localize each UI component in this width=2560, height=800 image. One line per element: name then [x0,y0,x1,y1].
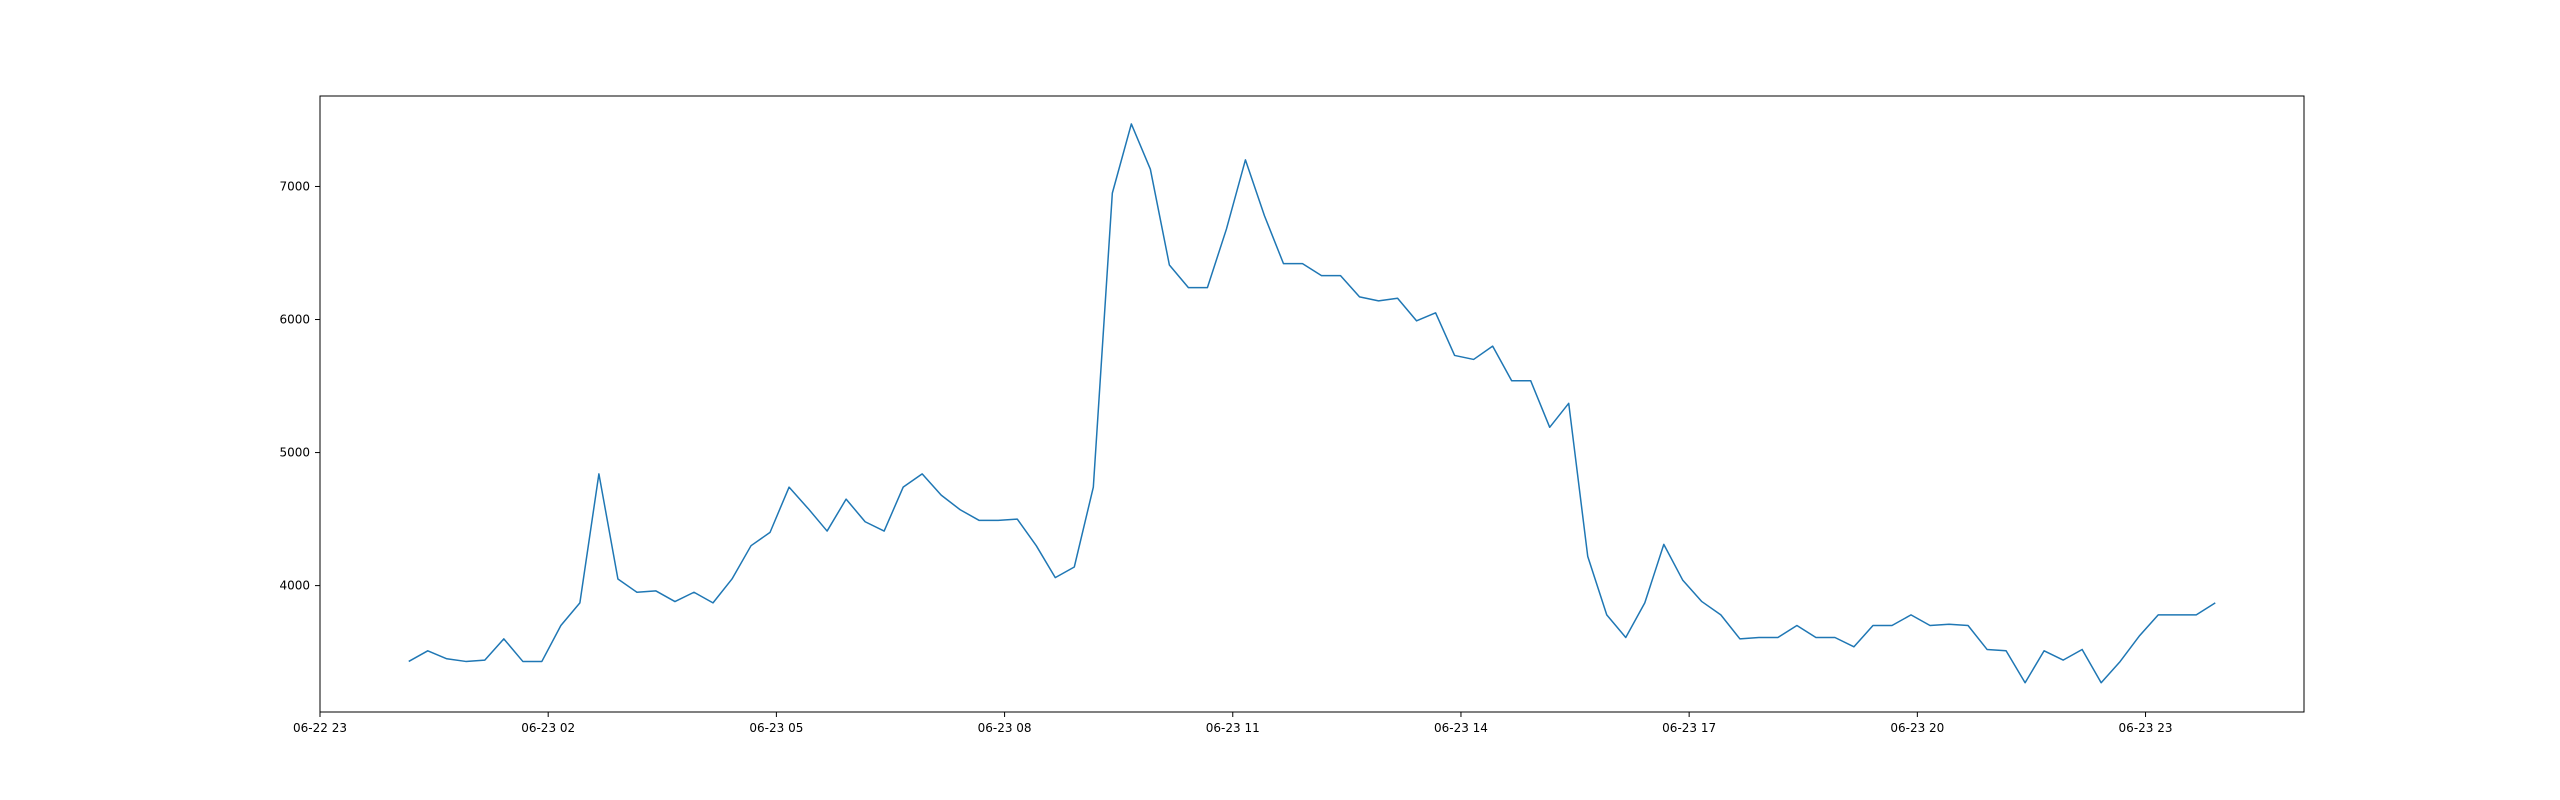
plot-area [320,96,2304,712]
x-tick-label: 06-23 05 [749,721,803,735]
x-tick-label: 06-23 08 [978,721,1032,735]
y-tick-label: 5000 [279,446,310,460]
y-tick-label: 6000 [279,313,310,327]
x-tick-label: 06-23 20 [1890,721,1944,735]
x-tick-label: 06-23 14 [1434,721,1488,735]
y-tick-label: 4000 [279,579,310,593]
data-layer [408,123,2216,684]
x-tick-label: 06-23 11 [1206,721,1260,735]
y-tick-label: 7000 [279,179,310,193]
x-axis: 06-22 23 06-23 02 06-23 05 06-23 08 06-23 11… [293,712,2173,735]
x-tick-label: 06-23 17 [1662,721,1716,735]
axes-frame [319,95,2305,713]
y-axis: 4000 5000 6000 7000 [279,179,320,593]
series-line [408,123,2216,684]
x-tick-label: 06-23 23 [2119,721,2173,735]
x-tick-label: 06-23 02 [521,721,575,735]
x-tick-label: 06-22 23 [293,721,347,735]
